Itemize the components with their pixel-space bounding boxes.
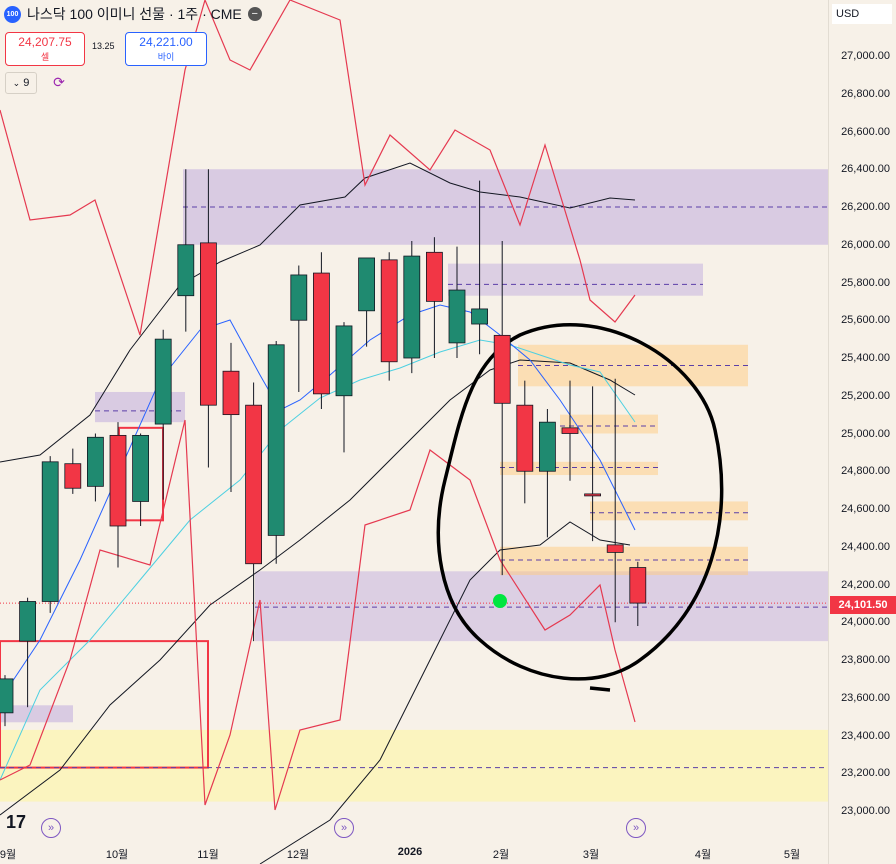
order-block (518, 344, 748, 387)
ma-black-long (0, 162, 636, 463)
minus-icon[interactable]: − (247, 7, 262, 21)
buy-label: 바이 (157, 52, 175, 62)
x-tick-label: 5월 (783, 849, 801, 861)
marker-dot (493, 594, 507, 608)
candle-down (606, 544, 624, 553)
last-price-label: 24,101.50 (830, 596, 896, 614)
goto-event-icon[interactable]: » (334, 818, 354, 838)
candle-down (584, 493, 601, 497)
candle-up (267, 344, 285, 536)
candle-up (448, 289, 466, 344)
chevron-down-icon: ⌄ (12, 77, 21, 88)
y-tick-label: 24,000.00 (841, 616, 890, 629)
candle-up (177, 244, 195, 297)
y-tick-label: 24,800.00 (841, 465, 890, 478)
order-block (590, 501, 748, 521)
candle-up (471, 308, 489, 325)
y-tick-label: 25,200.00 (841, 389, 890, 402)
goto-realtime-icon[interactable]: » (41, 818, 61, 838)
price-chart[interactable] (0, 0, 828, 864)
support-zone (0, 729, 828, 802)
candle-up (19, 601, 37, 642)
candle-up (290, 274, 308, 321)
candle-down (380, 259, 398, 363)
x-tick-label: 3월 (582, 849, 600, 861)
indicator-count: 9 (23, 77, 30, 89)
candle-down (561, 427, 579, 434)
indicator-toggle[interactable]: ⌄ 9 (5, 72, 37, 94)
y-tick-label: 24,400.00 (841, 540, 890, 553)
candle-up (41, 461, 59, 602)
candle-up (358, 257, 376, 312)
fvg-zone (0, 705, 73, 723)
y-tick-label: 23,800.00 (841, 654, 890, 666)
y-tick-label: 25,600.00 (841, 314, 890, 327)
y-tick-label: 26,800.00 (841, 87, 890, 100)
candle-down (493, 334, 511, 404)
y-tick-label: 23,000.00 (841, 805, 890, 817)
candle-down (64, 463, 82, 489)
ma-black-mid (0, 359, 636, 816)
candle-down (629, 567, 647, 604)
buy-price: 24,221.00 (139, 35, 193, 49)
x-tick-label: 11월 (197, 849, 219, 861)
candle-down (245, 404, 263, 565)
spread-value: 13.25 (92, 41, 115, 51)
x-tick-label: 9월 (0, 849, 17, 861)
candle-down (109, 434, 127, 527)
supply-zone (448, 263, 703, 296)
y-tick-label: 25,000.00 (841, 427, 890, 440)
candle-up (539, 421, 556, 472)
candle-down (222, 370, 240, 416)
demand-zone (255, 571, 828, 642)
candle-down (199, 242, 217, 406)
y-tick-label: 26,400.00 (841, 163, 890, 176)
y-tick-label: 23,600.00 (841, 691, 890, 704)
candle-up (154, 338, 172, 425)
x-tick-label: 12월 (286, 849, 310, 861)
ma-teal (0, 339, 636, 781)
envelope-upper (0, 0, 636, 336)
y-tick-label: 26,600.00 (841, 125, 890, 138)
candle-up (0, 678, 14, 714)
candle-down (312, 272, 330, 395)
sell-label: 셀 (40, 52, 50, 62)
envelope-lower (0, 419, 636, 811)
candle-up (403, 255, 421, 359)
ma-black-slow (259, 521, 631, 864)
y-tick-label: 23,200.00 (841, 767, 890, 780)
x-tick-label: 2026 (397, 846, 423, 858)
sell-price: 24,207.75 (18, 35, 72, 49)
resistance-zone (183, 169, 828, 245)
candle-up (335, 325, 353, 397)
candle-down (425, 251, 443, 302)
buy-button[interactable]: 24,221.00 바이 (125, 32, 207, 66)
sell-button[interactable]: 24,207.75 셀 (5, 32, 85, 66)
goto-event-icon[interactable]: » (626, 818, 646, 838)
price-axis[interactable] (828, 0, 896, 864)
candle-down (516, 404, 534, 472)
x-tick-label: 4월 (694, 849, 712, 861)
y-tick-label: 23,400.00 (841, 729, 890, 742)
y-tick-label: 24,200.00 (841, 578, 890, 591)
y-tick-label: 25,800.00 (841, 276, 890, 289)
hand-drawn-circle (436, 323, 724, 692)
symbol-title[interactable]: 나스닥 100 이미니 선물 · 1주 · CME (27, 6, 242, 22)
chart-header: 100 나스닥 100 이미니 선물 · 1주 · CME − (4, 4, 262, 24)
symbol-logo[interactable]: 100 (4, 5, 21, 23)
currency-selector[interactable]: USD (832, 4, 892, 24)
y-tick-label: 24,600.00 (841, 503, 890, 515)
x-tick-label: 10월 (105, 849, 129, 861)
y-tick-label: 26,200.00 (841, 201, 890, 213)
candle-up (87, 436, 104, 487)
candle-up (132, 434, 150, 502)
tradingview-logo-icon[interactable]: 17 (6, 812, 27, 832)
y-tick-label: 25,400.00 (841, 352, 890, 364)
y-tick-label: 27,000.00 (841, 50, 890, 62)
x-tick-label: 2월 (492, 849, 510, 861)
y-tick-label: 26,000.00 (841, 238, 890, 251)
sync-icon[interactable]: ⟳ (53, 73, 65, 90)
